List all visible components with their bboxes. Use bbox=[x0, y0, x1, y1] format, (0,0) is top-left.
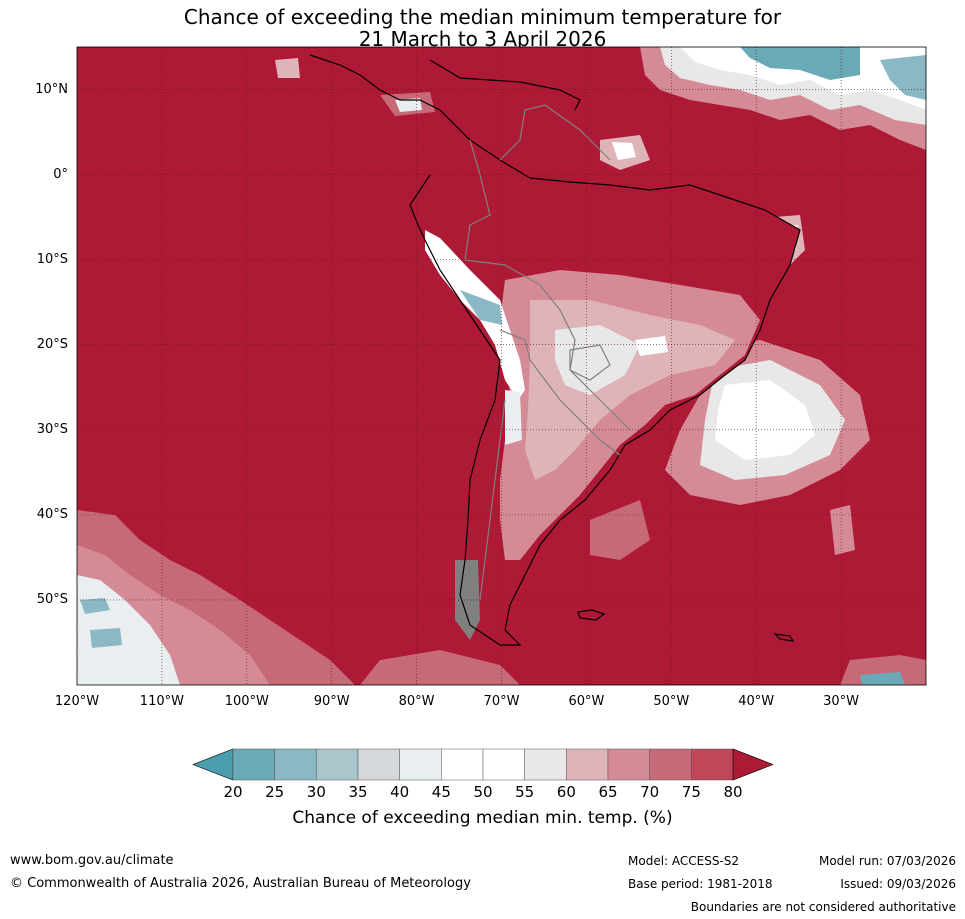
colorbar-title: Chance of exceeding median min. temp. (%… bbox=[292, 808, 673, 828]
colorbar-tick-label: 75 bbox=[681, 783, 701, 801]
colorbar-segment bbox=[274, 748, 317, 781]
continent-south-america bbox=[410, 160, 800, 645]
lat-label: 0° bbox=[53, 166, 68, 182]
patch-east-pacific-north bbox=[275, 58, 435, 116]
lon-label: 40°W bbox=[738, 694, 775, 709]
footer-base-period: Base period: 1981-2018 bbox=[628, 877, 773, 891]
colorbar-tick-label: 35 bbox=[348, 783, 368, 801]
falklands-outline bbox=[577, 609, 606, 621]
map-area bbox=[77, 47, 926, 685]
country-borders bbox=[464, 104, 631, 601]
colorbar-tick-label: 20 bbox=[223, 783, 243, 801]
colorbar-segment bbox=[232, 748, 275, 781]
colorbar-segment bbox=[607, 748, 650, 781]
lat-label: 30°S bbox=[36, 421, 68, 437]
footer-url: www.bom.gov.au/climate bbox=[10, 853, 174, 868]
lat-label: 50°S bbox=[36, 591, 68, 607]
colorbar-tick-label: 80 bbox=[723, 783, 743, 801]
colorbar-segment bbox=[399, 748, 442, 781]
lon-label: 100°W bbox=[224, 694, 269, 709]
colorbar-tick-label: 30 bbox=[306, 783, 326, 801]
colorbar-segment bbox=[441, 748, 484, 781]
patch-south-pacific bbox=[77, 510, 520, 685]
coastlines bbox=[309, 54, 801, 646]
lon-label: 80°W bbox=[398, 694, 435, 709]
south-america-coastline bbox=[409, 99, 801, 646]
lat-label: 40°S bbox=[36, 506, 68, 522]
lon-label: 70°W bbox=[483, 694, 520, 709]
map-title-line-2: 21 March to 3 April 2026 bbox=[358, 27, 607, 51]
gridlines bbox=[77, 47, 926, 685]
lat-label: 20°S bbox=[36, 336, 68, 352]
colorbar-tick-label: 40 bbox=[390, 783, 410, 801]
colorbar-segment bbox=[691, 748, 734, 781]
map-title-line-1: Chance of exceeding the median minimum t… bbox=[183, 5, 782, 29]
lon-label: 120°W bbox=[54, 694, 100, 709]
lat-label: 10°N bbox=[35, 81, 68, 97]
colorbar-tick-label: 25 bbox=[265, 783, 285, 801]
footer-copyright: © Commonwealth of Australia 2026, Austra… bbox=[10, 876, 471, 891]
footer-disclaimer: Boundaries are not considered authoritat… bbox=[690, 900, 956, 914]
colorbar-segment bbox=[357, 748, 400, 781]
south-georgia-outline bbox=[773, 633, 795, 642]
colorbar-over-arrow bbox=[732, 748, 774, 781]
colorbar-tick-label: 60 bbox=[556, 783, 576, 801]
colorbar-tick-label: 50 bbox=[473, 783, 493, 801]
colorbar-tick-label: 65 bbox=[598, 783, 618, 801]
lon-label: 110°W bbox=[139, 694, 184, 709]
colorbar-tick-label: 45 bbox=[431, 783, 451, 801]
colorbar-segment bbox=[482, 748, 525, 781]
lon-label: 50°W bbox=[653, 694, 690, 709]
colorbar-segment bbox=[316, 748, 359, 781]
lon-label: 30°W bbox=[823, 694, 860, 709]
central-america-coastline bbox=[309, 54, 581, 111]
colorbar-segment bbox=[524, 748, 567, 781]
colorbar-segment bbox=[566, 748, 609, 781]
footer-model-run: Model run: 07/03/2026 bbox=[818, 854, 956, 868]
map-frame bbox=[76, 46, 927, 686]
colorbar-tick-label: 70 bbox=[640, 783, 660, 801]
colorbar-tick-label: 55 bbox=[515, 783, 535, 801]
colorbar bbox=[192, 748, 774, 781]
lon-label: 60°W bbox=[568, 694, 605, 709]
lon-label: 90°W bbox=[313, 694, 350, 709]
lat-label: 10°S bbox=[36, 251, 68, 267]
patch-north-atlantic bbox=[600, 47, 926, 170]
colorbar-segment bbox=[649, 748, 692, 781]
footer-issued: Issued: 09/03/2026 bbox=[840, 877, 956, 891]
colorbar-under-arrow bbox=[192, 748, 234, 781]
footer-model: Model: ACCESS-S2 bbox=[628, 854, 740, 868]
